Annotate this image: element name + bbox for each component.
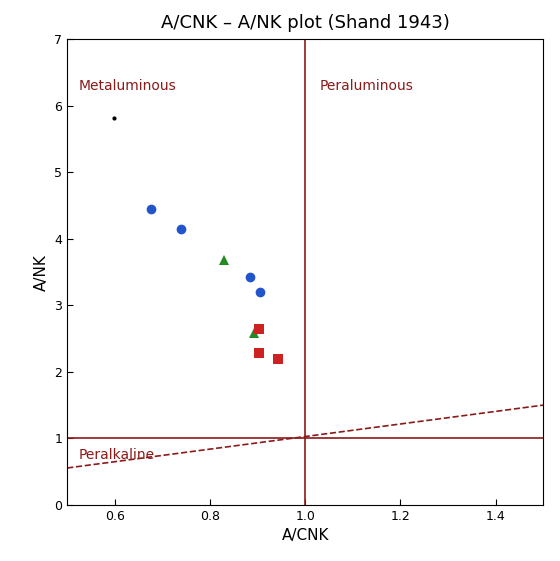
- Text: Peraluminous: Peraluminous: [319, 79, 413, 93]
- Y-axis label: A/NK: A/NK: [34, 254, 49, 291]
- Text: Metaluminous: Metaluminous: [79, 79, 177, 93]
- X-axis label: A/CNK: A/CNK: [282, 528, 329, 543]
- Text: Peralkaline: Peralkaline: [79, 448, 155, 462]
- Title: A/CNK – A/NK plot (Shand 1943): A/CNK – A/NK plot (Shand 1943): [161, 14, 450, 32]
